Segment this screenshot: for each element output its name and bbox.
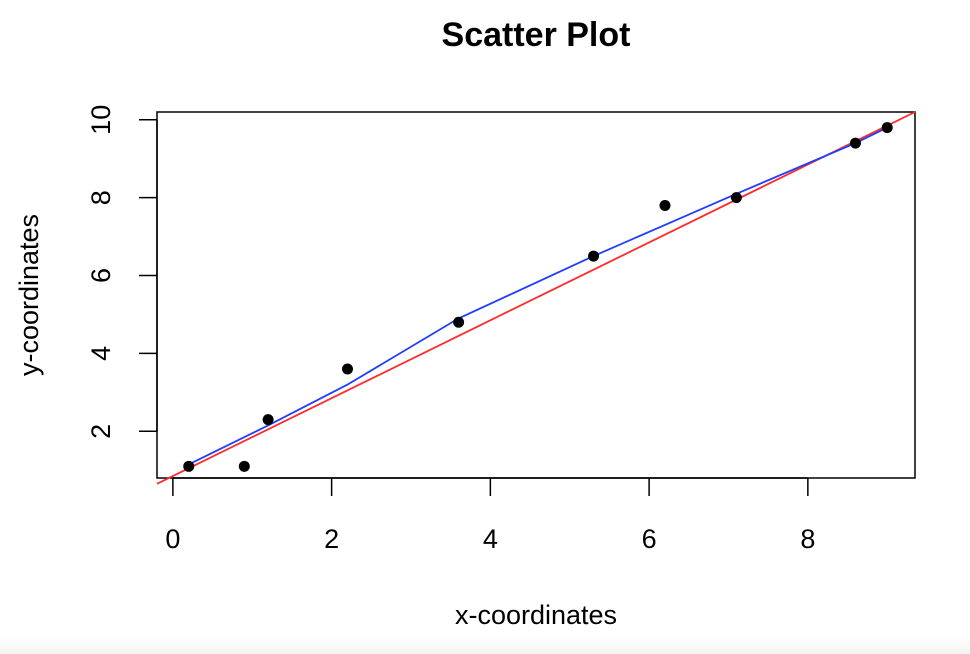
y-tick-label: 2 xyxy=(86,424,116,439)
data-point xyxy=(588,250,600,262)
data-point xyxy=(730,192,742,204)
y-tick-label: 4 xyxy=(86,346,116,361)
y-axis-label: y-coordinates xyxy=(14,214,44,376)
data-point xyxy=(183,460,195,472)
x-tick-label: 2 xyxy=(324,524,339,554)
data-point xyxy=(849,137,861,149)
x-tick-label: 0 xyxy=(165,524,180,554)
x-tick-label: 4 xyxy=(483,524,498,554)
x-axis: 0 2 4 6 8 xyxy=(165,477,815,554)
x-tick-label: 6 xyxy=(642,524,657,554)
chart-title: Scatter Plot xyxy=(442,16,631,54)
y-tick-label: 10 xyxy=(86,105,116,135)
y-tick-label: 8 xyxy=(86,190,116,205)
data-point xyxy=(341,363,353,375)
data-point xyxy=(659,199,671,211)
data-point xyxy=(881,122,893,134)
series-lines xyxy=(156,111,916,485)
data-point xyxy=(262,414,274,426)
y-tick-label: 6 xyxy=(86,268,116,283)
regression-line xyxy=(156,111,916,485)
x-axis-label: x-coordinates xyxy=(455,600,617,630)
data-points xyxy=(183,122,893,472)
x-tick-label: 8 xyxy=(800,524,815,554)
data-point xyxy=(238,460,250,472)
data-point xyxy=(453,316,465,328)
bottom-fade xyxy=(0,636,970,654)
y-axis: 2 4 6 8 10 xyxy=(86,105,158,439)
